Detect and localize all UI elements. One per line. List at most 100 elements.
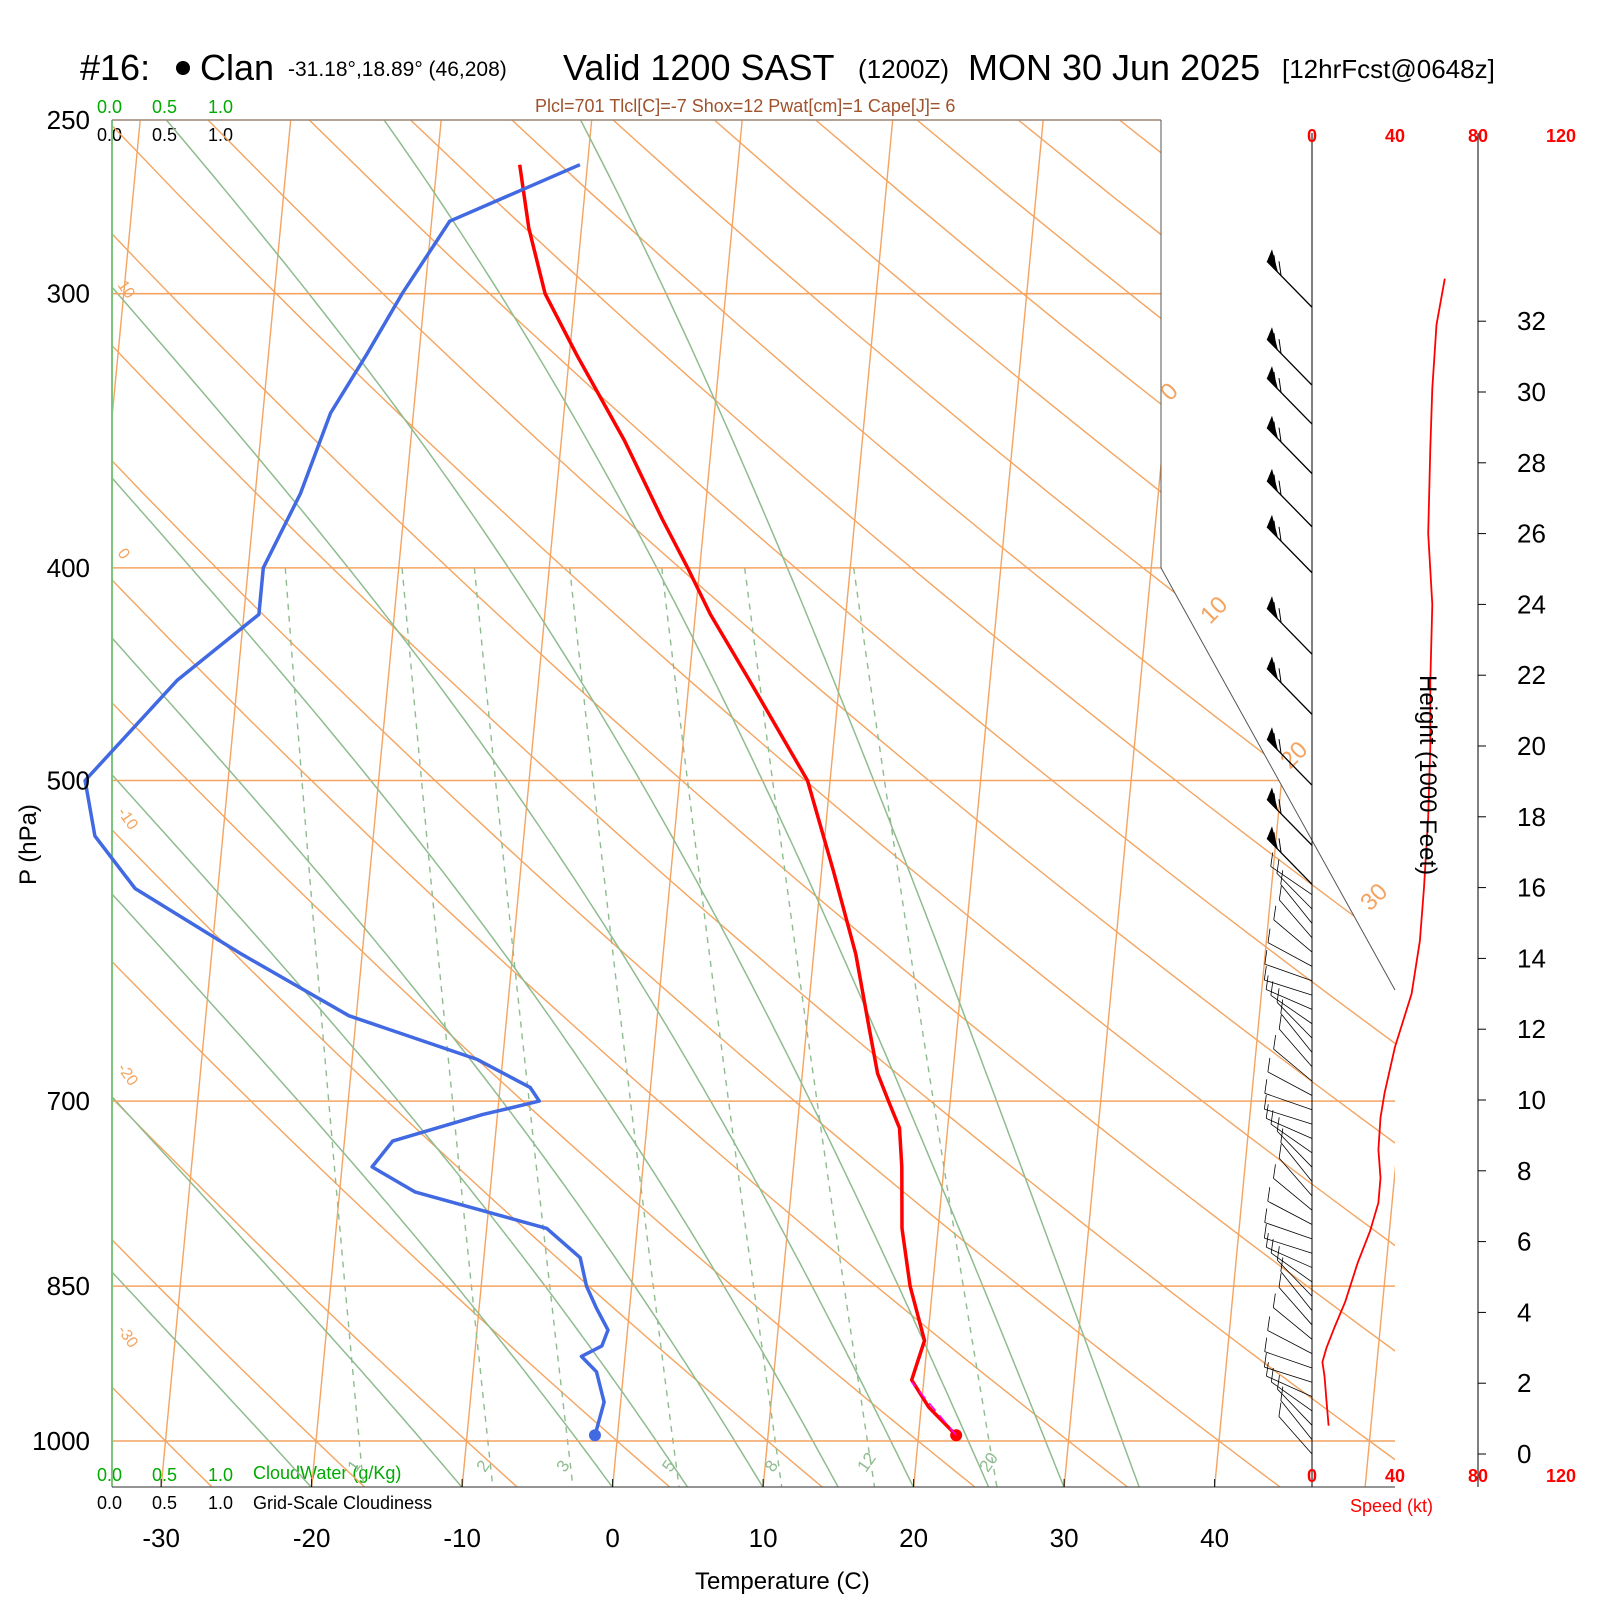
wind-barb-staff: [1276, 1130, 1313, 1168]
wind-barb-staff: [1270, 1252, 1313, 1283]
wind-barb-flag: [1278, 427, 1282, 442]
wind-barb-flag: [1278, 1273, 1282, 1288]
moist-adiabat-line: [112, 120, 463, 1487]
wind-barb-staff: [1266, 377, 1313, 425]
dry-adiabat-line: [410, 120, 1395, 1487]
height-tick-label: 14: [1517, 943, 1546, 973]
height-tick-label: 32: [1517, 306, 1546, 336]
cloudiness-tick-bottom: 0.0: [97, 1493, 122, 1513]
dry-adiabat-line: [916, 120, 1395, 1487]
stability-indices: Plcl=701 Tlcl[C]=-7 Shox=12 Pwat[cm]=1 C…: [535, 96, 955, 116]
wind-barb-staff: [1280, 1271, 1313, 1311]
pressure-tick-label: 400: [47, 553, 90, 583]
temperature-tick-label: 40: [1200, 1523, 1229, 1553]
mixing-ratio-line: [284, 567, 365, 1487]
wind-barb-flag: [1270, 852, 1274, 867]
mixing-ratio-labels: 1 2 3 5 8 12 20: [344, 1449, 1002, 1475]
temperature-tick-label: -20: [293, 1523, 331, 1553]
wind-barb-flag: [1270, 1110, 1274, 1125]
height-tick-label: 28: [1517, 448, 1546, 478]
wind-barb-staff: [1271, 1381, 1313, 1412]
wind-barb-staff: [1273, 1048, 1313, 1082]
wind-barb-staff: [1266, 738, 1313, 786]
moist-adiabat-line: [112, 120, 614, 1487]
wind-barb-staff: [1265, 989, 1313, 1010]
cloud-scale-top: 0.0 0.5 1.0 0.0 0.5 1.0: [97, 97, 233, 145]
wind-barb-flag: [1278, 480, 1282, 495]
wind-barb-flag: [1267, 928, 1271, 943]
isotherm-label: -10: [114, 805, 141, 834]
height-tick-label: 26: [1517, 519, 1546, 549]
isotherm-label: 0: [1155, 378, 1184, 407]
isotherm-line: [310, 120, 442, 1487]
valid-time: Valid 1200 SAST: [563, 47, 835, 88]
speed-tick-label-top: 40: [1385, 126, 1405, 146]
wind-barb-flag: [1276, 1117, 1280, 1132]
wind-barb-staff: [1277, 1259, 1313, 1297]
wind-barb-flag: [1273, 1164, 1276, 1179]
mixing-ratio-lines: [284, 567, 998, 1487]
wind-barb-pennant: [1267, 468, 1278, 492]
wind-barb-flag: [1270, 1367, 1274, 1382]
wind-barb-flag: [1278, 1402, 1282, 1417]
mixing-ratio-line: [473, 567, 574, 1487]
wind-barb-staff: [1264, 1237, 1313, 1254]
wind-barb-flag: [1264, 1208, 1268, 1223]
dry-adiabat-line: [112, 120, 671, 1487]
cloudwater-tick-bottom: 0.0: [97, 1465, 122, 1485]
wind-barb-flag: [1265, 1233, 1269, 1248]
wind-barb-flag: [1265, 975, 1269, 990]
dry-adiabat-line: [112, 120, 976, 1487]
isotherm-line: [1364, 120, 1395, 1487]
wind-barb-staff: [1267, 942, 1313, 967]
wind-barb-flag: [1273, 905, 1277, 920]
wind-barb-flag: [1276, 988, 1280, 1003]
cloudwater-tick-top: 1.0: [208, 97, 233, 117]
station-location: -31.18°,18.89° (46,208): [288, 58, 507, 81]
wind-barb-flag: [1278, 668, 1282, 683]
speed-axis-title: Speed (kt): [1350, 1496, 1433, 1516]
dry-adiabat-line: [207, 120, 1395, 1487]
wind-barb-staff: [1277, 1388, 1313, 1426]
cloudwater-tick-bottom: 1.0: [208, 1465, 233, 1485]
wind-barb-flag: [1272, 1293, 1276, 1308]
dry-adiabat-line: [112, 120, 1395, 1487]
dry-adiabat-line: [112, 120, 1281, 1487]
isotherm-label: -30: [114, 1323, 141, 1352]
wind-barb-flag: [1273, 520, 1277, 536]
wind-barb-flag: [1267, 1316, 1271, 1331]
wind-barb-staff: [1266, 798, 1313, 846]
dry-adiabat-line: [308, 120, 1395, 1487]
height-tick-label: 12: [1517, 1014, 1546, 1044]
wind-barb-flag: [1277, 1375, 1280, 1390]
wind-barb-flag: [1273, 474, 1277, 490]
temperature-line: [517, 164, 958, 1437]
cloud-scale-bottom: 0.0 0.5 1.0 CloudWater (g/Kg) 0.0 0.5 1.…: [97, 1463, 432, 1513]
wind-barb-flag: [1265, 1104, 1269, 1119]
wind-barb-staff: [1279, 899, 1313, 938]
wind-barb-staff: [1273, 1178, 1313, 1211]
wind-barb-staff: [1266, 1375, 1313, 1397]
wind-barb-pennant: [1267, 727, 1278, 751]
wind-barb-flag: [1264, 1079, 1268, 1094]
isotherm-labels: -30 -20 -10 0 10 0 10 20 30: [114, 278, 1393, 1352]
wind-barb-flag: [1273, 733, 1277, 749]
cloudiness-tick-top: 0.5: [152, 125, 177, 145]
pressure-tick-label: 250: [47, 105, 90, 135]
wind-barb-flag: [1267, 1057, 1271, 1072]
wind-barb-staff: [1270, 994, 1313, 1025]
wind-barb-staff: [1264, 963, 1313, 982]
moist-adiabat-line: [383, 120, 1065, 1487]
temperature-tick-label: 10: [749, 1523, 778, 1553]
wind-barb-staff: [1264, 1366, 1313, 1383]
temperature-axis-title: Temperature (C): [695, 1568, 870, 1595]
dewpoint-surface-dot: [588, 1429, 601, 1442]
pressure-tick-label: 850: [47, 1271, 90, 1301]
cloudwater-tick-top: 0.0: [97, 97, 122, 117]
wind-barb-pennant: [1267, 656, 1278, 680]
valid-date: MON 30 Jun 2025: [968, 47, 1260, 88]
wind-barb-flag: [1278, 885, 1282, 900]
wind-barb-flag: [1273, 662, 1277, 678]
wind-barb-staff: [1270, 1123, 1313, 1154]
